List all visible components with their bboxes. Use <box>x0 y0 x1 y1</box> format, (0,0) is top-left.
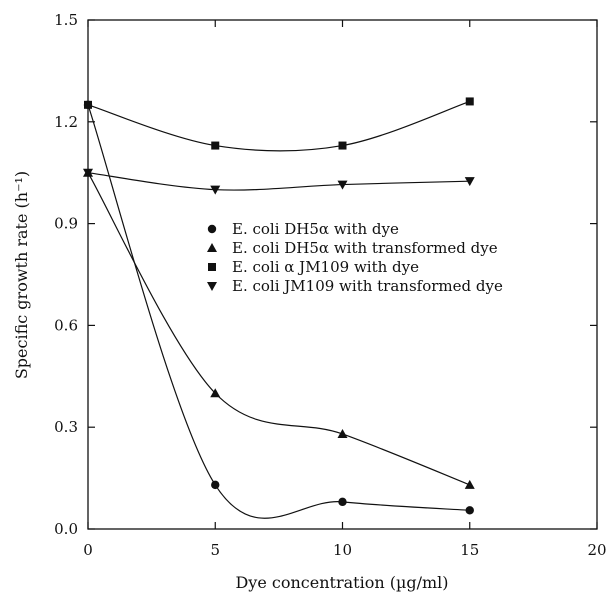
series-line-1 <box>87 104 470 519</box>
legend-label-4: E. coli JM109 with transformed dye <box>232 277 503 295</box>
x-tick-label: 10 <box>333 541 352 559</box>
legend-label-1: E. coli DH5α with dye <box>232 220 399 238</box>
data-point-series-4 <box>464 177 475 187</box>
legend-label-3: E. coli α JM109 with dye <box>232 258 419 276</box>
x-tick-label: 5 <box>210 541 220 559</box>
data-point-series-2 <box>337 428 348 438</box>
data-point-series-2 <box>464 479 475 489</box>
data-point-series-3 <box>211 141 220 150</box>
series-line-4 <box>87 172 470 191</box>
x-axis-title: Dye concentration (µg/ml) <box>235 573 448 592</box>
series-line-3 <box>87 100 470 152</box>
legend-marker-2 <box>207 243 217 252</box>
data-point-series-4 <box>210 185 221 195</box>
legend-label-2: E. coli DH5α with transformed dye <box>232 239 498 257</box>
legend-marker-3 <box>208 263 216 271</box>
data-point-series-2 <box>210 388 221 398</box>
data-point-series-1 <box>338 497 347 507</box>
x-tick-label: 20 <box>587 541 606 559</box>
legend-marker-1 <box>207 224 217 234</box>
data-point-series-3 <box>84 100 92 109</box>
series-line-2 <box>87 172 470 486</box>
legend-marker-4 <box>207 282 217 291</box>
y-tick-label: 0.6 <box>54 316 78 334</box>
y-tick-label: 0.0 <box>54 520 78 538</box>
data-point-series-3 <box>465 97 474 106</box>
x-tick-label: 0 <box>83 541 93 559</box>
data-point-series-4 <box>83 168 93 178</box>
y-axis-title: Specific growth rate (h⁻¹) <box>12 171 31 379</box>
data-point-series-4 <box>337 180 348 190</box>
y-tick-label: 1.5 <box>54 11 78 29</box>
data-point-series-3 <box>338 141 347 150</box>
data-point-series-1 <box>211 480 220 490</box>
y-tick-label: 1.2 <box>54 113 78 131</box>
data-point-series-1 <box>465 506 474 515</box>
x-tick-label: 15 <box>460 541 479 559</box>
y-tick-label: 0.3 <box>54 418 78 436</box>
y-tick-label: 0.9 <box>54 215 78 233</box>
